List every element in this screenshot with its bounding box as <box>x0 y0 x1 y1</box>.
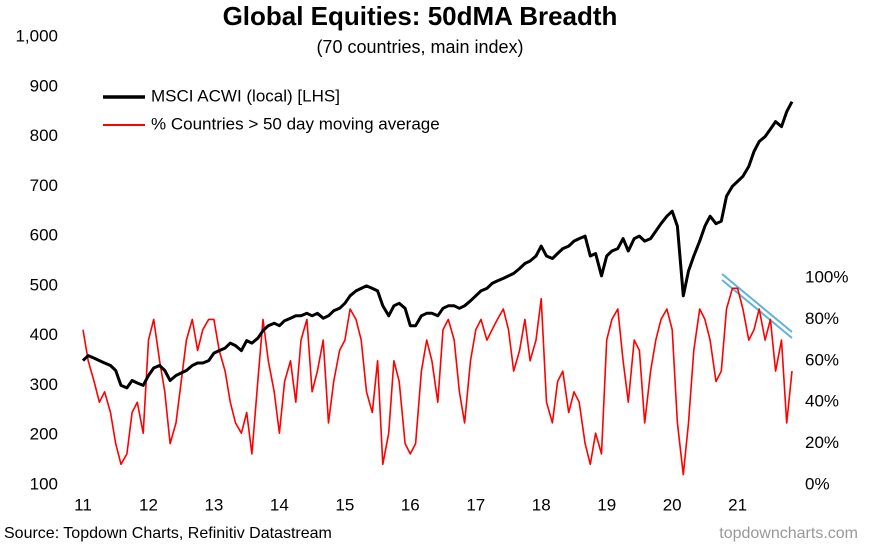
x-tick-label: 21 <box>728 495 747 514</box>
x-tick-label: 14 <box>270 495 289 514</box>
y-tick-label: 300 <box>30 375 58 394</box>
x-tick-label: 13 <box>204 495 223 514</box>
y2-tick-label: 60% <box>805 350 839 369</box>
y-tick-label: 400 <box>30 325 58 344</box>
y-tick-label: 200 <box>30 425 58 444</box>
legend-label: % Countries > 50 day moving average <box>151 114 440 133</box>
x-tick-label: 11 <box>74 495 92 514</box>
series-line <box>82 287 793 476</box>
y2-tick-label: 80% <box>805 309 839 328</box>
x-tick-label: 19 <box>597 495 616 514</box>
y-tick-label: 600 <box>30 226 58 245</box>
trend-line <box>721 279 793 339</box>
y-tick-label: 900 <box>30 76 58 95</box>
series-line <box>81 100 794 390</box>
y2-tick-label: 0% <box>805 474 830 493</box>
y-tick-label: 1,000 <box>15 26 58 45</box>
y2-tick-label: 40% <box>805 392 839 411</box>
x-tick-label: 20 <box>663 495 682 514</box>
y-tick-label: 500 <box>30 275 58 294</box>
x-tick-label: 15 <box>335 495 354 514</box>
y-tick-label: 800 <box>30 126 58 145</box>
x-tick-label: 16 <box>401 495 420 514</box>
chart-subtitle: (70 countries, main index) <box>316 37 523 57</box>
trend-line <box>721 273 793 333</box>
y2-tick-label: 100% <box>805 267 848 286</box>
x-tick-label: 12 <box>139 495 158 514</box>
legend-label: MSCI ACWI (local) [LHS] <box>151 86 340 105</box>
y-tick-label: 700 <box>30 176 58 195</box>
y-tick-label: 100 <box>30 474 58 493</box>
x-tick-label: 17 <box>466 495 485 514</box>
watermark: topdowncharts.com <box>719 525 858 542</box>
source: Source: Topdown Charts, Refinitiv Datast… <box>4 525 332 542</box>
x-tick-label: 18 <box>532 495 551 514</box>
chart-title: Global Equities: 50dMA Breadth <box>223 1 618 31</box>
y2-tick-label: 20% <box>805 433 839 452</box>
